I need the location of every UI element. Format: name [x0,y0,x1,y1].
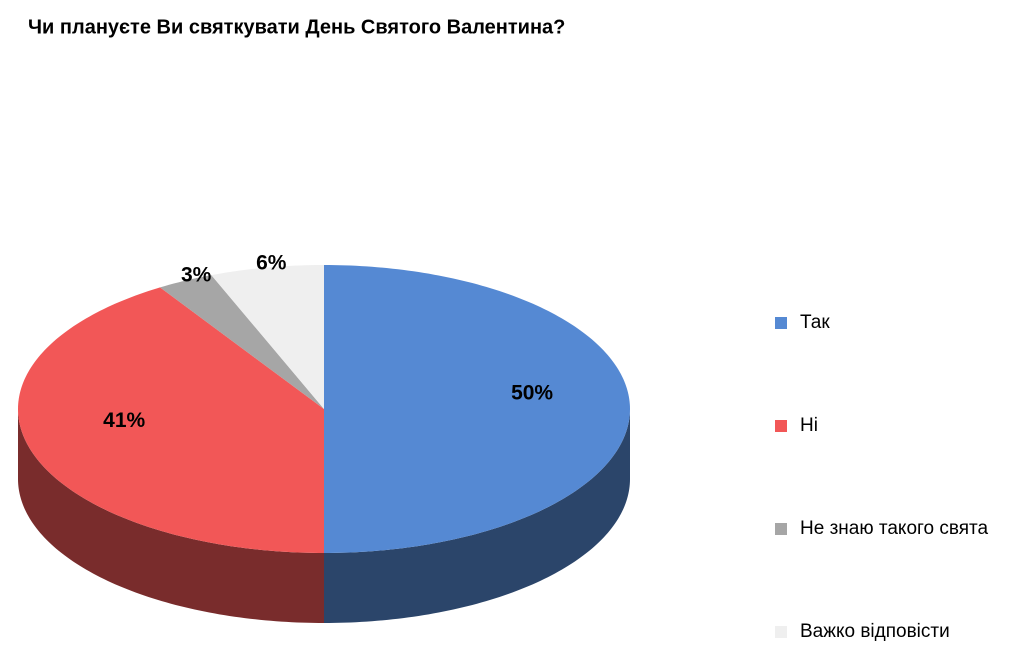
slice [18,287,324,553]
legend-label: Важко відповісти [800,621,950,642]
legend-label: Не знаю такого свята [800,518,989,539]
legend-label: Ні [800,415,818,436]
slice [324,265,630,553]
slice-side [18,409,324,623]
value-label: 50% [511,382,553,405]
slice [211,265,324,409]
slice [160,275,324,409]
value-label: 3% [181,264,212,287]
legend-swatch [775,626,787,638]
legend-swatch [775,420,787,432]
value-label: 41% [103,409,145,432]
chart-title: Чи плануєте Ви святкувати День Святого В… [28,16,565,38]
legend-swatch [775,317,787,329]
legend-swatch [775,523,787,535]
slice-side [324,409,630,623]
value-label: 6% [256,251,287,274]
legend-label: Так [800,312,830,333]
